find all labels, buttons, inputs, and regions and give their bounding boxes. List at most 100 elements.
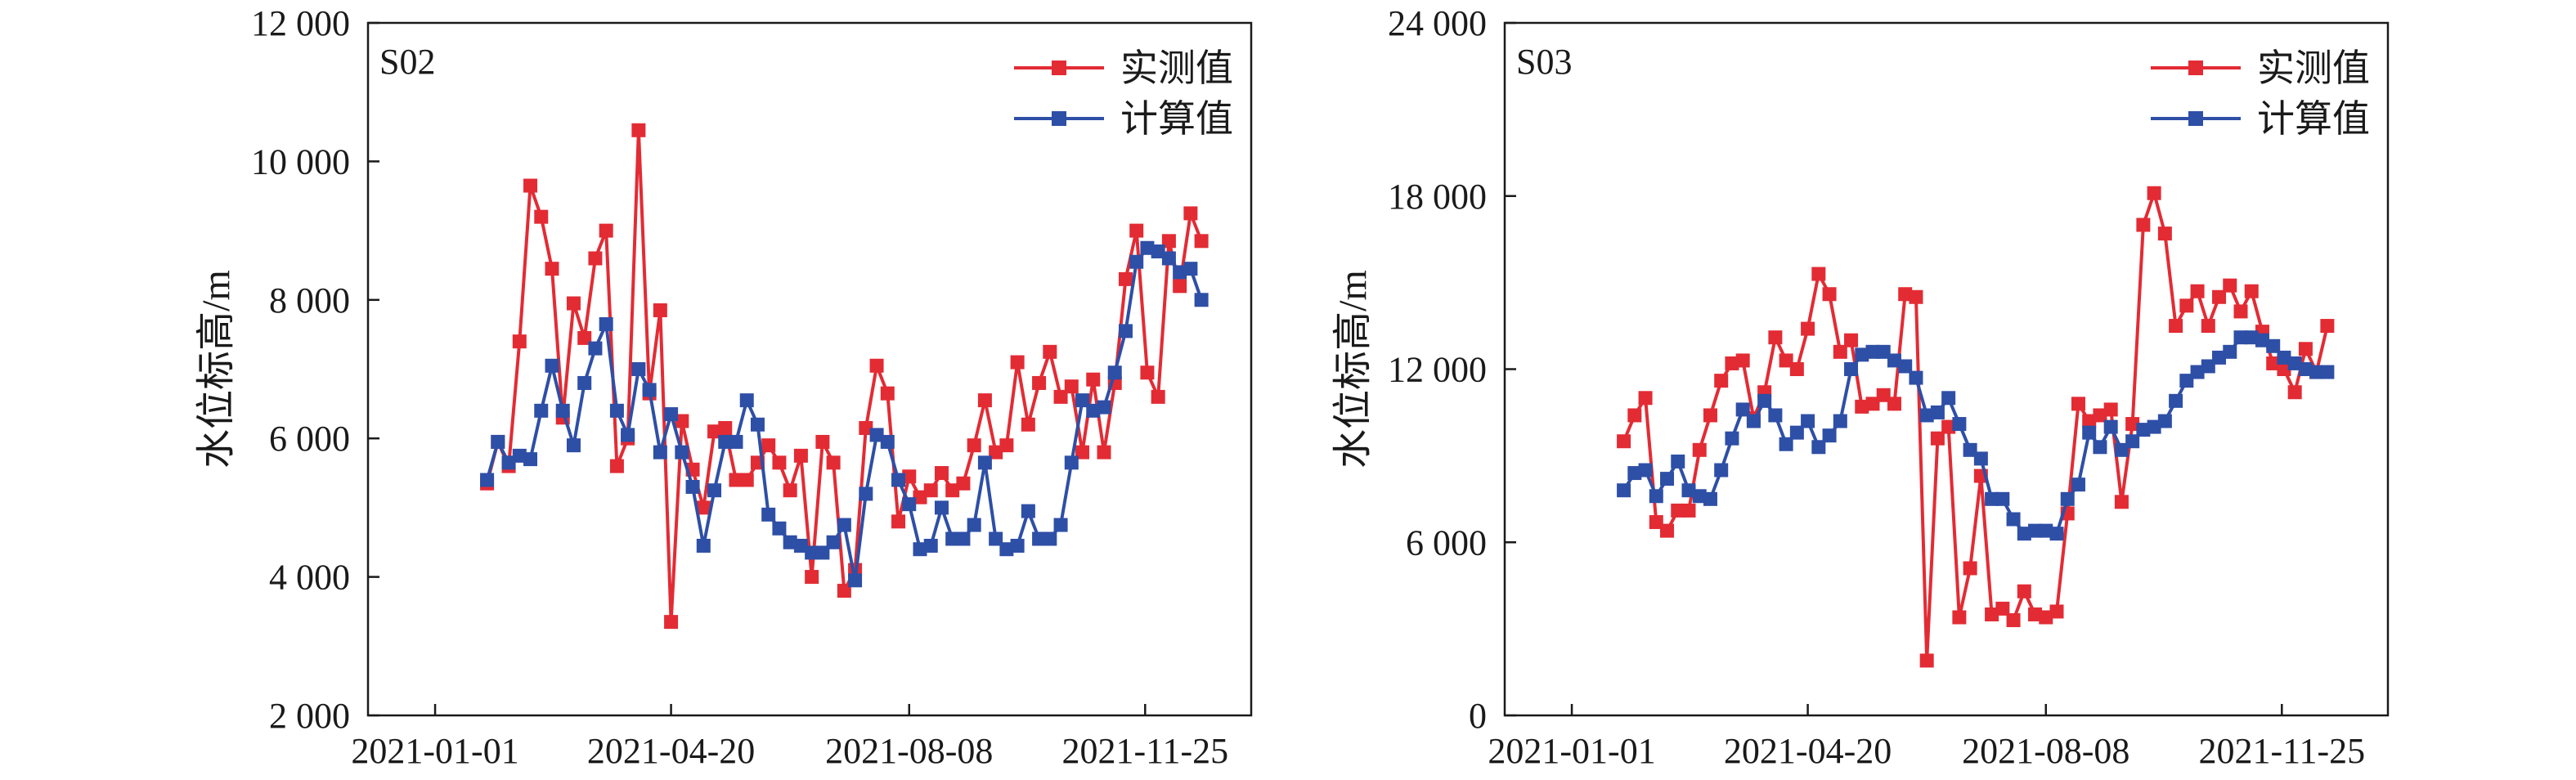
data-point xyxy=(545,262,559,276)
data-point xyxy=(1010,355,1025,370)
data-point xyxy=(1129,254,1144,269)
data-point xyxy=(1086,403,1101,418)
data-point xyxy=(1855,399,1869,414)
data-point xyxy=(783,483,797,498)
y-tick-label: 6 000 xyxy=(1406,522,1487,563)
data-point xyxy=(512,448,527,463)
data-point xyxy=(2049,527,2064,541)
data-point xyxy=(761,507,776,522)
data-point xyxy=(2277,350,2291,365)
data-point xyxy=(977,455,992,470)
data-point xyxy=(1173,279,1187,294)
data-point xyxy=(664,615,679,630)
legend-label: 实测值 xyxy=(1120,47,1233,89)
data-point xyxy=(1043,344,1057,359)
data-point xyxy=(2049,604,2064,619)
data-point xyxy=(491,434,505,449)
data-point xyxy=(2114,495,2129,509)
data-point xyxy=(1746,414,1761,428)
y-tick-label: 8 000 xyxy=(269,280,350,321)
data-point xyxy=(1735,353,1750,368)
data-point xyxy=(1075,393,1090,408)
data-point xyxy=(1909,289,1923,304)
data-point xyxy=(2136,423,2151,437)
data-point xyxy=(1118,324,1133,338)
y-tick-label: 12 000 xyxy=(251,3,350,43)
data-point xyxy=(1649,489,1663,504)
data-point xyxy=(826,535,841,549)
data-point xyxy=(555,403,570,418)
data-point xyxy=(1952,610,1967,625)
data-point xyxy=(2169,319,2183,334)
data-point xyxy=(1638,391,1653,406)
data-point xyxy=(1768,330,1783,345)
data-point xyxy=(1043,531,1057,546)
data-point xyxy=(1638,463,1653,477)
data-point xyxy=(577,375,592,390)
data-point xyxy=(653,303,667,318)
data-point xyxy=(2136,217,2151,232)
data-point xyxy=(631,123,646,137)
data-point xyxy=(1118,271,1133,286)
data-point xyxy=(989,445,1003,459)
data-point xyxy=(1985,491,1999,506)
x-tick-label: 2021-01-01 xyxy=(1488,731,1655,771)
data-point xyxy=(1941,419,1956,434)
data-point xyxy=(1887,397,1901,411)
data-point xyxy=(1617,434,1631,449)
y-axis-label: 水位标高/m xyxy=(195,270,238,468)
data-point xyxy=(2017,584,2031,598)
data-point xyxy=(2093,408,2107,423)
data-point xyxy=(1941,391,1956,406)
y-tick-label: 4 000 xyxy=(269,558,350,598)
data-point xyxy=(1973,451,1988,466)
series-computed xyxy=(480,240,1209,588)
data-point xyxy=(1995,491,2010,506)
data-point xyxy=(1627,408,1642,423)
data-point xyxy=(934,466,949,481)
data-point xyxy=(599,223,613,238)
y-tick-label: 2 000 xyxy=(269,696,350,736)
data-point xyxy=(2287,356,2302,370)
data-point xyxy=(534,209,549,224)
data-point xyxy=(826,455,841,470)
data-point xyxy=(1898,359,1913,374)
data-point xyxy=(545,358,559,373)
data-point xyxy=(1161,251,1176,266)
data-point xyxy=(2082,425,2097,440)
data-point xyxy=(2147,186,2161,200)
data-point xyxy=(1919,408,1934,423)
data-point xyxy=(1735,402,1750,417)
data-point xyxy=(2093,440,2107,455)
data-point xyxy=(1963,442,1977,457)
data-point xyxy=(1789,425,1804,440)
data-point xyxy=(2201,319,2215,334)
data-point xyxy=(1649,515,1663,530)
data-point xyxy=(2320,319,2335,334)
data-point xyxy=(696,500,711,515)
data-point xyxy=(2190,284,2205,298)
x-tick-label: 2021-11-25 xyxy=(2198,731,2365,771)
data-point xyxy=(815,434,830,449)
data-point xyxy=(805,570,819,585)
data-point xyxy=(1140,365,1155,380)
data-point xyxy=(1995,601,2010,616)
data-point xyxy=(2233,304,2248,319)
data-point xyxy=(2255,333,2269,347)
legend-label: 计算值 xyxy=(2257,98,2370,140)
data-point xyxy=(1681,483,1696,498)
data-point xyxy=(999,542,1014,557)
data-point xyxy=(2244,284,2259,298)
data-point xyxy=(2223,344,2237,359)
data-point xyxy=(729,434,743,449)
panel-label: S03 xyxy=(1516,42,1572,82)
data-point xyxy=(967,438,981,453)
data-point xyxy=(729,473,743,487)
y-tick-label: 0 xyxy=(1469,696,1487,736)
data-point xyxy=(1681,503,1696,518)
data-point xyxy=(642,383,657,397)
data-point xyxy=(501,455,516,470)
data-point xyxy=(1021,417,1035,432)
data-point xyxy=(2287,385,2302,400)
legend-marker xyxy=(2188,111,2203,126)
